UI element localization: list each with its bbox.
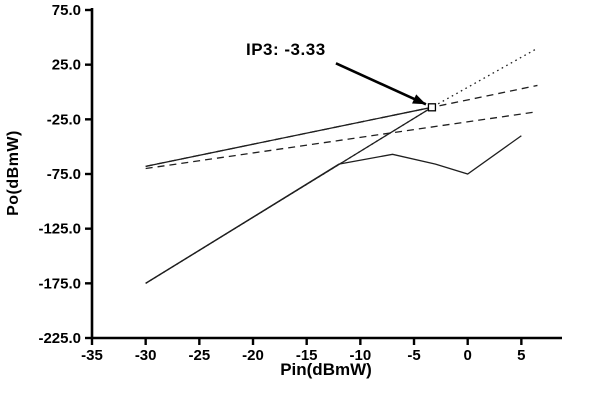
y-tick-label: 75.0: [52, 2, 81, 19]
x-tick-label: 0: [464, 347, 472, 364]
y-tick-label: -25.0: [47, 111, 81, 128]
annotation-arrowhead: [412, 94, 426, 105]
y-tick-label: -225.0: [38, 330, 81, 347]
x-tick-label: -25: [188, 347, 210, 364]
y-axis-label: Po(dBmW): [5, 130, 22, 216]
x-tick-label: 5: [517, 347, 525, 364]
y-tick-label: -175.0: [38, 275, 81, 292]
series-gain-reference-dashed: [145, 111, 538, 170]
axis-lines: [90, 8, 562, 340]
series-im3-measured-curve: [145, 135, 522, 284]
y-tick-label: -125.0: [38, 221, 81, 238]
y-tick-label: -75.0: [47, 166, 81, 183]
x-tick-label: -20: [242, 347, 264, 364]
annotation-arrow-shaft: [335, 62, 427, 106]
x-tick-label: -10: [350, 347, 372, 364]
x-tick-label: -15: [296, 347, 318, 364]
x-axis-label: Pin(dBmW): [280, 360, 372, 379]
x-tick-label: -35: [81, 347, 103, 364]
x-tick-label: -5: [407, 347, 420, 364]
x-tick-label: -30: [135, 347, 157, 364]
ip3-marker: [427, 103, 437, 112]
y-tick-label: 25.0: [52, 57, 81, 74]
series-im3-extrapolation-dotted: [145, 47, 538, 284]
ip3-annotation-label: IP3: -3.33: [246, 40, 326, 59]
